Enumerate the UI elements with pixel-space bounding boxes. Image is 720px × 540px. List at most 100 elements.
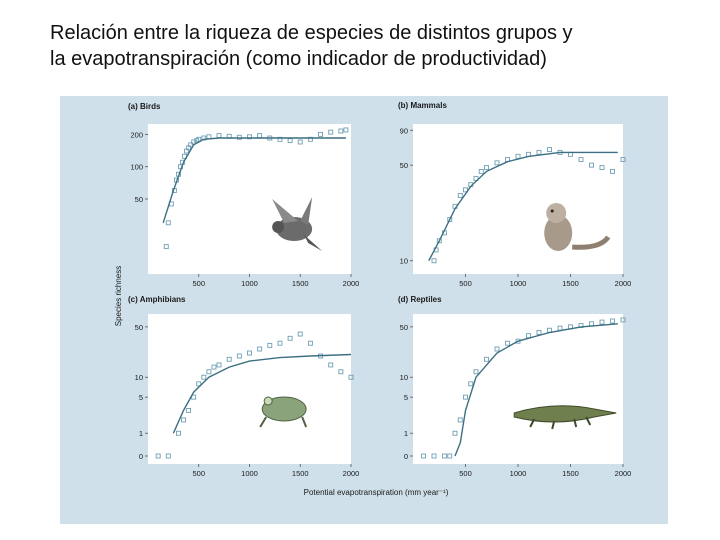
- data-point: [165, 453, 171, 459]
- data-point: [181, 417, 186, 423]
- plot-area: [148, 124, 351, 274]
- x-tick-label: 1500: [562, 469, 579, 478]
- data-point: [478, 168, 484, 174]
- data-point: [257, 346, 263, 352]
- fit-curve: [172, 353, 352, 434]
- data-point: [505, 340, 510, 346]
- data-point: [297, 331, 303, 337]
- data-point: [318, 131, 323, 137]
- data-point: [494, 160, 500, 166]
- data-point: [610, 318, 615, 324]
- data-point: [431, 258, 437, 264]
- data-point: [447, 217, 453, 223]
- figure-svg: Species richness Potential evapotranspir…: [114, 101, 631, 497]
- data-point: [547, 147, 552, 153]
- data-point: [463, 394, 468, 400]
- x-tick-label: 1500: [292, 469, 309, 478]
- x-tick-label: 500: [459, 469, 472, 478]
- plot-area: [413, 314, 623, 464]
- x-tick-label: 1500: [562, 279, 579, 288]
- x-tick-label: 2000: [615, 469, 632, 478]
- data-point: [620, 317, 626, 323]
- x-tick-label: 2000: [615, 279, 632, 288]
- data-point: [328, 362, 334, 368]
- data-point: [201, 374, 207, 380]
- y-tick-label: 10: [400, 373, 408, 382]
- chart-title: (c) Amphibians: [128, 295, 186, 304]
- data-point: [494, 346, 500, 352]
- y-tick-label: 5: [139, 393, 143, 402]
- plot-area: [148, 314, 351, 464]
- data-point: [211, 364, 217, 370]
- plot-area: [413, 124, 623, 274]
- y-tick-label: 10: [400, 257, 408, 266]
- data-point: [589, 162, 594, 168]
- y-tick-label: 1: [404, 429, 408, 438]
- data-point: [267, 342, 273, 348]
- x-tick-label: 2000: [343, 469, 360, 478]
- y-tick-label: 0: [404, 452, 408, 461]
- bird-icon: [272, 197, 323, 251]
- data-point: [578, 157, 584, 162]
- data-point: [436, 238, 442, 244]
- data-point: [431, 453, 437, 459]
- y-tick-label: 50: [135, 323, 143, 332]
- data-point: [236, 353, 242, 359]
- figure-panel: Species richness Potential evapotranspir…: [60, 96, 668, 524]
- data-point: [226, 356, 232, 362]
- y-tick-label: 50: [400, 161, 408, 170]
- data-point: [599, 165, 605, 171]
- data-point: [206, 369, 212, 375]
- y-tick-label: 50: [135, 195, 143, 204]
- chart-title: (d) Reptiles: [398, 295, 442, 304]
- chart-panel-bottom-right: (d) Reptiles 0 1 5 10 50 500 1000 1500 2000: [398, 295, 631, 478]
- x-tick-label: 1000: [510, 279, 527, 288]
- x-tick-label: 2000: [343, 279, 360, 288]
- data-point: [620, 157, 626, 162]
- slide-title-line-2: la evapotranspiración (como indicador de…: [50, 48, 547, 70]
- data-point: [247, 350, 252, 356]
- data-point: [277, 340, 283, 346]
- y-tick-label: 0: [139, 452, 143, 461]
- y-tick-label: 5: [404, 393, 408, 402]
- data-point: [196, 381, 202, 387]
- data-point: [216, 362, 222, 368]
- y-tick-label: 90: [400, 126, 408, 135]
- y-tick-label: 50: [400, 323, 408, 332]
- shared-y-axis-label: Species richness: [114, 266, 123, 326]
- data-point: [484, 356, 489, 362]
- data-point: [468, 381, 474, 387]
- x-tick-label: 1500: [292, 279, 309, 288]
- x-tick-label: 500: [192, 279, 205, 288]
- data-point: [338, 128, 344, 134]
- data-point: [421, 453, 426, 459]
- data-point: [452, 430, 458, 436]
- data-point: [338, 369, 344, 375]
- chart-panel-top-right: (b) Mammals 10 50 90 500 1000 1500 2000: [398, 101, 631, 288]
- data-point: [163, 244, 169, 250]
- chart-title: (a) Birds: [128, 102, 161, 111]
- data-point: [457, 193, 463, 198]
- fit-curve: [428, 151, 618, 262]
- x-tick-label: 1000: [241, 469, 258, 478]
- y-tick-label: 10: [135, 373, 143, 382]
- chart-title: (b) Mammals: [398, 101, 447, 110]
- data-point: [599, 319, 605, 325]
- slide-title: Relación entre la riqueza de especies de…: [50, 20, 700, 72]
- x-tick-label: 500: [459, 279, 472, 288]
- data-point: [536, 330, 542, 335]
- data-point: [328, 129, 334, 135]
- data-point: [447, 453, 453, 459]
- data-point: [155, 453, 161, 459]
- data-point: [348, 374, 354, 380]
- x-tick-label: 1000: [510, 469, 527, 478]
- data-point: [473, 369, 479, 375]
- shared-x-axis-label: Potential evapotranspiration (mm year⁻¹): [304, 488, 449, 497]
- data-point: [247, 134, 252, 140]
- fit-curve: [162, 137, 346, 224]
- x-tick-label: 1000: [241, 279, 258, 288]
- crocodile-icon: [513, 405, 617, 430]
- squirrel-icon: [544, 203, 611, 251]
- data-point: [175, 430, 181, 436]
- data-point: [307, 340, 313, 346]
